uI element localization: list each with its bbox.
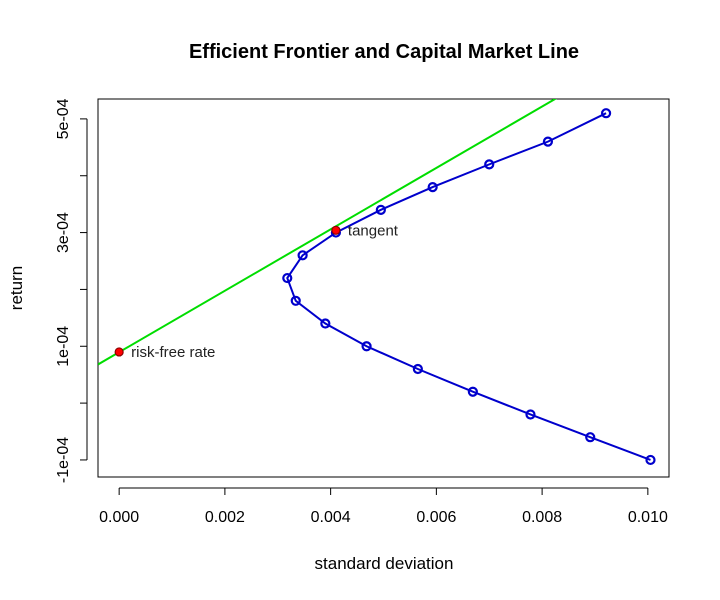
x-tick-label: 0.002: [205, 509, 245, 526]
frontier-point: [542, 136, 554, 147]
chart-title: Efficient Frontier and Capital Market Li…: [189, 41, 579, 63]
x-axis: 0.000 0.002 0.004 0.006 0.008 0.010: [99, 487, 668, 526]
x-tick-label: 0.008: [522, 509, 562, 526]
x-tick-label: 0.010: [628, 509, 668, 526]
x-tick-label: 0.004: [311, 509, 351, 526]
frontier-point: [282, 272, 293, 284]
point-label: risk-free rate: [131, 344, 215, 361]
y-tick-label: -1e-04: [55, 437, 72, 483]
y-tick-label: 3e-04: [55, 212, 72, 253]
frontier-point: [484, 159, 495, 170]
frontier-point: [600, 108, 612, 119]
frontier-point: [290, 295, 301, 306]
frontier-point: [375, 204, 386, 215]
frontier-point: [467, 386, 478, 397]
x-tick-label: 0.000: [99, 509, 139, 526]
frontier-point: [585, 432, 596, 443]
x-tick-label: 0.006: [416, 509, 456, 526]
y-axis: -1e-04 1e-04 3e-04 5e-04: [55, 98, 88, 483]
capital-market-line: [98, 99, 558, 366]
efficient-frontier-line: [286, 112, 651, 461]
frontier-point: [525, 409, 536, 420]
frontier-point: [361, 341, 372, 352]
highlight-point: [114, 347, 124, 357]
y-axis-label: return: [7, 266, 26, 310]
plot-frame: [97, 98, 670, 478]
plot-area: risk-free rate tangent: [98, 99, 656, 466]
frontier-point: [645, 454, 656, 466]
highlight-point: [331, 225, 341, 235]
x-axis-label: standard deviation: [315, 554, 454, 573]
frontier-point: [297, 250, 308, 261]
y-tick-label: 1e-04: [55, 326, 72, 367]
y-tick-label: 5e-04: [55, 98, 72, 139]
frontier-point: [427, 182, 438, 193]
frontier-point: [320, 318, 331, 329]
point-label: tangent: [348, 222, 399, 239]
frontier-point: [412, 363, 423, 375]
